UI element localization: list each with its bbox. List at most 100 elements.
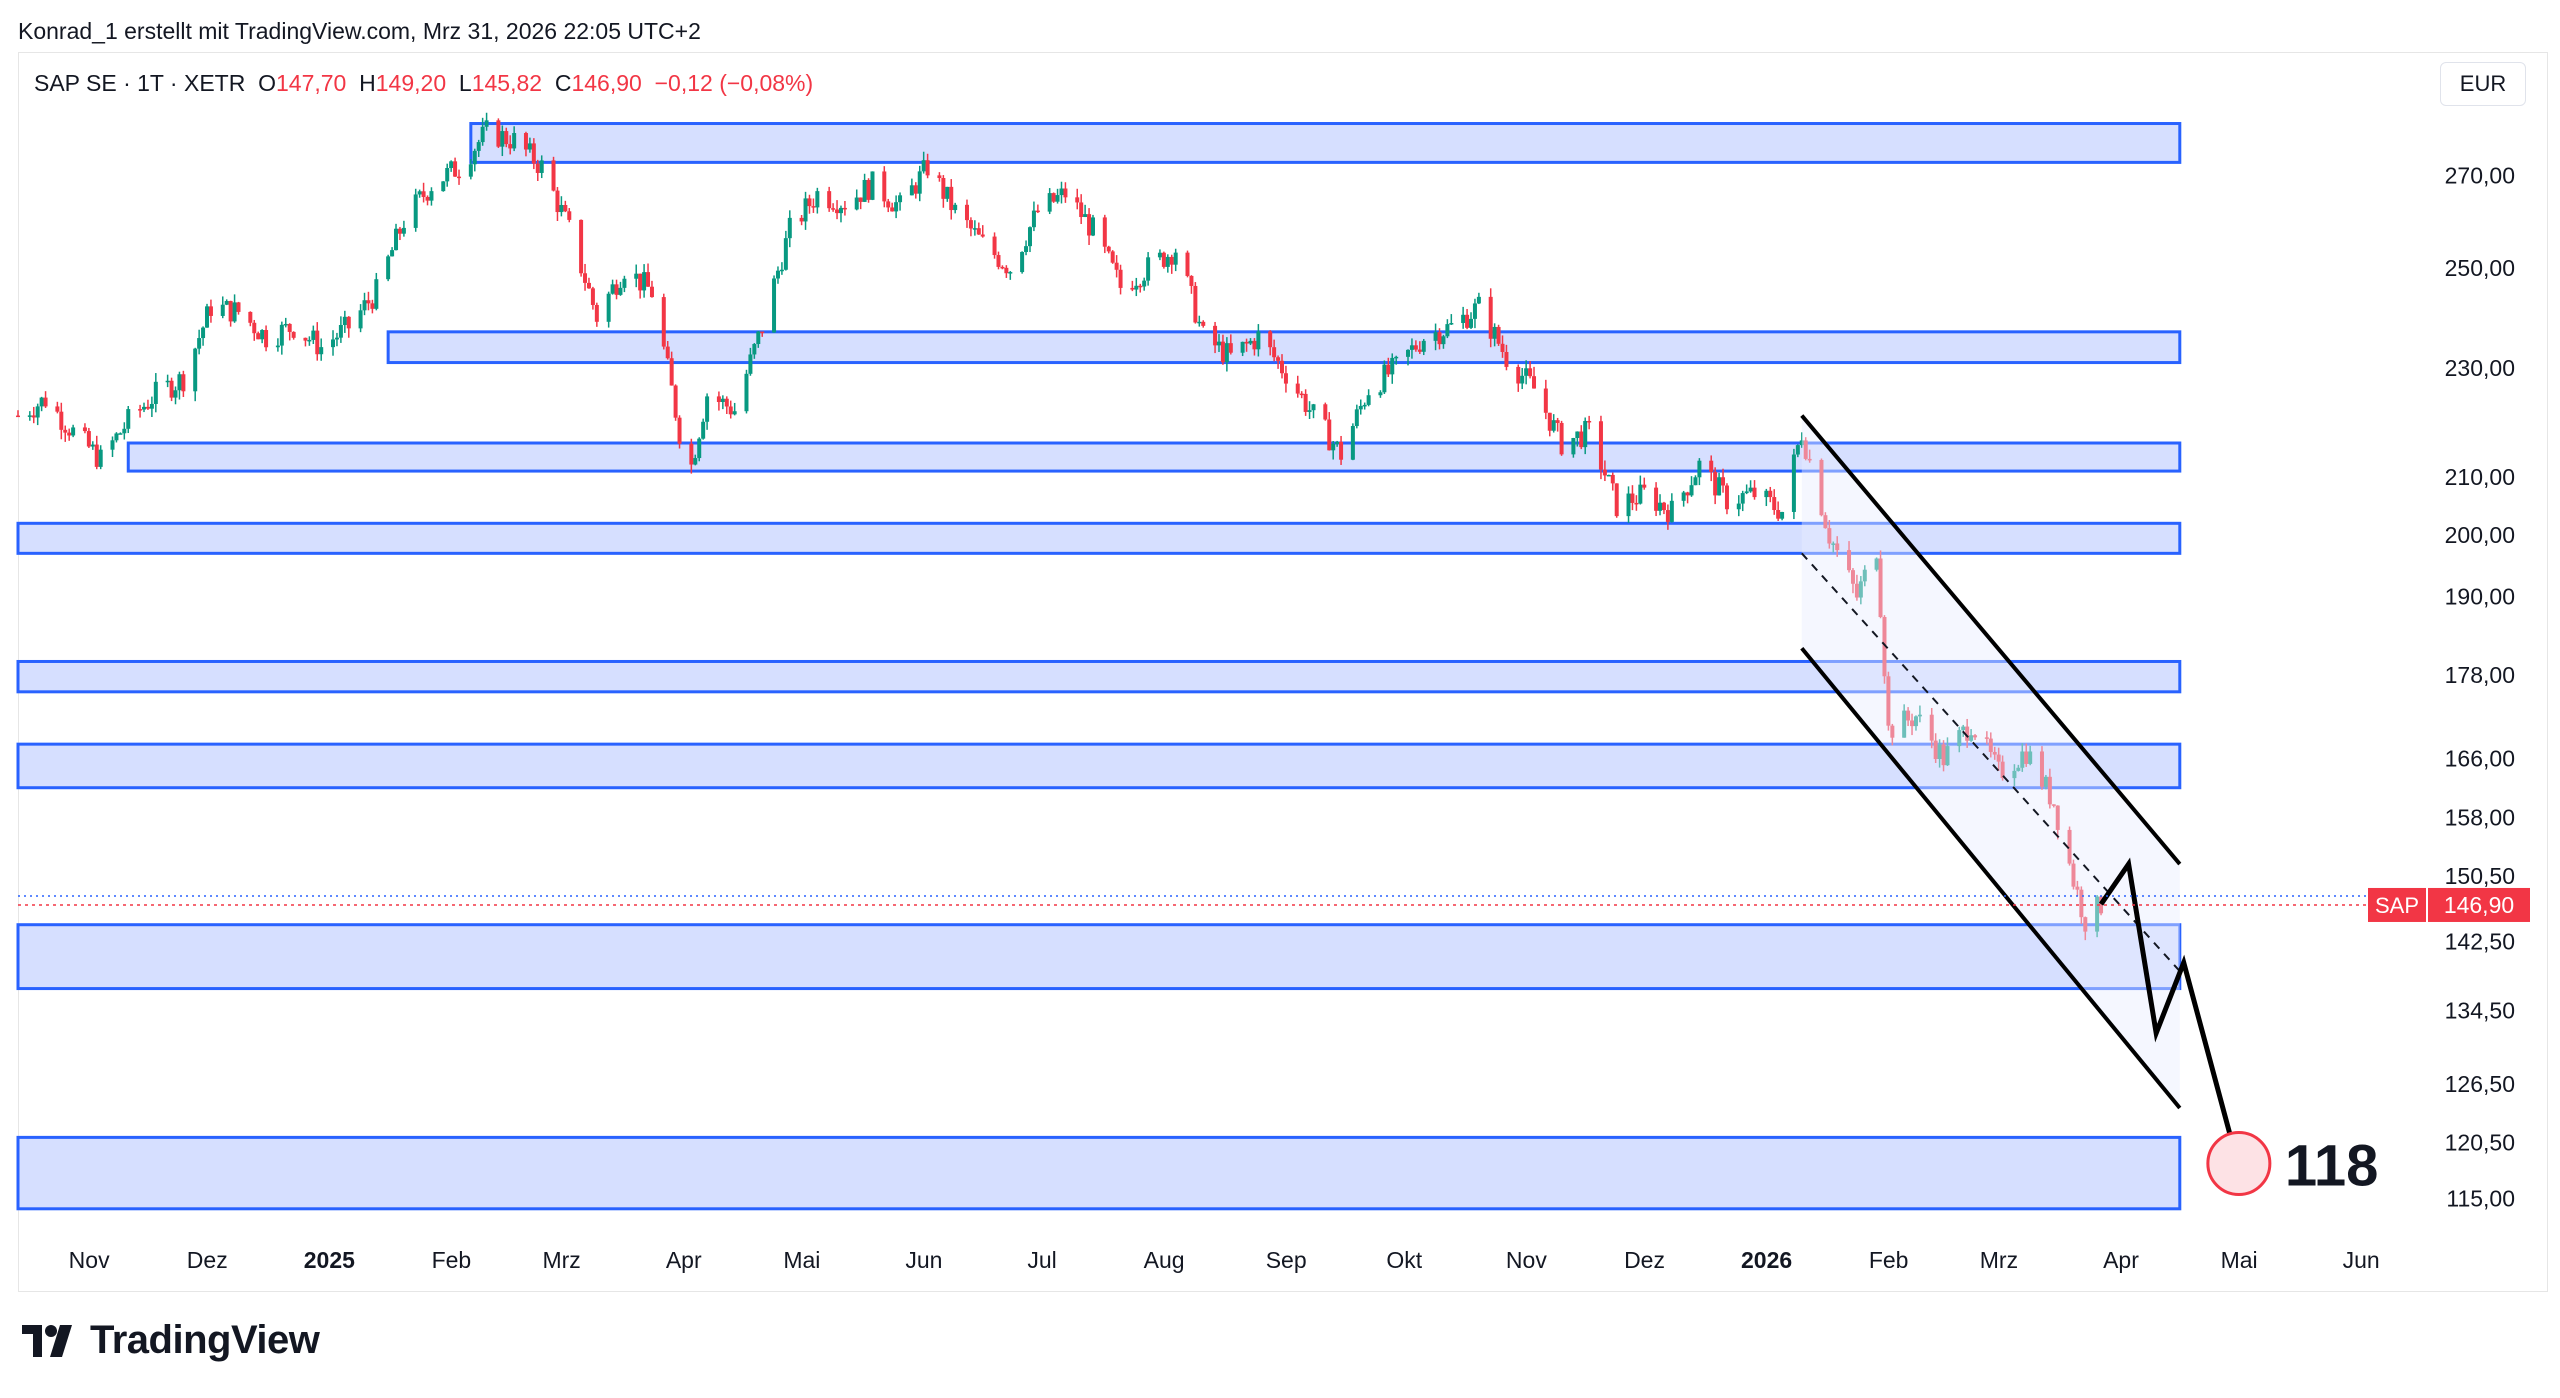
candle-body-115 <box>649 286 654 298</box>
candle-body-134 <box>756 331 761 345</box>
zone-2[interactable] <box>126 441 2182 473</box>
candle-body-82 <box>472 150 477 165</box>
candle-body-20 <box>126 409 131 429</box>
candle-body-155 <box>870 171 875 200</box>
candle-body-298 <box>1661 502 1666 511</box>
candle-body-209 <box>1169 256 1174 265</box>
candle-body-92 <box>527 143 532 150</box>
candle-body-343 <box>1910 720 1915 727</box>
candle-body-291 <box>1626 493 1631 517</box>
candle-body-373 <box>2075 886 2080 890</box>
price-tag-value: 146,90 <box>2444 892 2514 918</box>
zone-4[interactable] <box>16 659 2182 694</box>
candle-body-177 <box>996 255 1001 267</box>
candle-body-53 <box>311 330 316 340</box>
candle-body-256 <box>1433 332 1438 341</box>
tradingview-logo-icon <box>22 1324 72 1357</box>
x-tick-label-5: Apr <box>666 1247 702 1273</box>
candle-body-58 <box>338 325 343 338</box>
candle-body-88 <box>504 131 509 145</box>
candle-body-335 <box>1862 569 1867 582</box>
candle-body-183 <box>1027 227 1032 247</box>
candle-body-110 <box>622 278 627 288</box>
candle-body-228 <box>1276 357 1281 361</box>
candle-body-377 <box>2099 896 2104 914</box>
zone-3[interactable] <box>16 521 2182 555</box>
candle-body-234 <box>1307 410 1312 412</box>
candle-body-31 <box>193 348 198 392</box>
candle-body-375 <box>2083 917 2088 932</box>
zone-7[interactable] <box>16 1135 2182 1211</box>
candle-body-46 <box>275 345 280 348</box>
currency-button[interactable]: EUR <box>2440 62 2526 106</box>
candle-body-178 <box>1000 266 1005 269</box>
candle-body-370 <box>2055 805 2060 830</box>
candle-body-252 <box>1409 345 1414 350</box>
candle-body-55 <box>319 347 324 355</box>
candle-body-302 <box>1685 492 1690 496</box>
candle-body-130 <box>732 411 737 415</box>
zone-1[interactable] <box>386 330 2182 365</box>
candle-body-206 <box>1157 252 1162 258</box>
y-tick-label-9: 150,50 <box>2445 863 2515 889</box>
candle-body-207 <box>1161 252 1166 267</box>
zone-5[interactable] <box>16 742 2182 790</box>
legend-low-label: L <box>458 70 472 96</box>
candle-body-153 <box>862 179 867 202</box>
candle-body-265 <box>1476 296 1481 304</box>
x-tick-label-1: Dez <box>187 1247 228 1273</box>
candle-body-105 <box>594 304 599 322</box>
zone-6[interactable] <box>16 923 2182 991</box>
candle-body-89 <box>508 144 513 149</box>
candle-body-163 <box>917 171 922 194</box>
tradingview-logo[interactable]: TradingView <box>22 1318 320 1363</box>
candle-body-71 <box>413 194 418 228</box>
candle-body-283 <box>1579 431 1584 448</box>
candle-body-236 <box>1323 404 1328 420</box>
candle-body-109 <box>618 287 623 295</box>
candle-body-334 <box>1858 581 1863 598</box>
candle-body-301 <box>1681 492 1686 501</box>
candle-body-327 <box>1823 515 1828 529</box>
candle-body-45 <box>264 330 269 348</box>
candle-body-268 <box>1496 326 1501 344</box>
projection-path[interactable] <box>2098 857 2242 1169</box>
channel-lower-line[interactable] <box>1800 646 2182 1110</box>
x-tick-label-8: Jul <box>1027 1247 1056 1273</box>
candle-body-91 <box>523 133 528 150</box>
candle-body-116 <box>661 297 666 347</box>
candle-body-342 <box>1906 710 1911 721</box>
candle-body-339 <box>1886 676 1891 726</box>
candle-body-124 <box>701 421 706 439</box>
candle-body-364 <box>2024 751 2029 764</box>
channel-upper-line[interactable] <box>1800 414 2182 866</box>
candle-body-139 <box>783 238 788 270</box>
candle-body-311 <box>1736 503 1741 510</box>
candle-body-305 <box>1697 460 1702 478</box>
candle-body-170 <box>953 204 958 211</box>
candle-body-161 <box>909 185 914 196</box>
candle-body-112 <box>638 273 643 291</box>
candle-body-149 <box>838 207 843 214</box>
legend-high: 149,20 <box>375 70 447 96</box>
candle-body-250 <box>1394 356 1399 359</box>
candle-body-123 <box>697 438 702 459</box>
candle-body-9 <box>67 432 72 436</box>
candle-body-347 <box>1933 740 1938 760</box>
candle-body-322 <box>1795 445 1800 455</box>
candle-body-76 <box>441 181 446 192</box>
candle-body-36 <box>220 304 225 316</box>
candle-body-367 <box>2043 776 2048 787</box>
zone-0[interactable] <box>469 122 2182 164</box>
candle-body-11 <box>82 427 87 432</box>
candle-body-98 <box>559 204 564 213</box>
x-tick-label-3: Feb <box>432 1247 472 1273</box>
x-tick-label-15: Feb <box>1869 1247 1909 1273</box>
candle-body-226 <box>1268 331 1273 348</box>
candle-body-84 <box>480 126 485 143</box>
candle-body-174 <box>976 228 981 235</box>
candle-body-263 <box>1469 318 1474 328</box>
chart-attribution: Konrad_1 erstellt mit TradingView.com, M… <box>18 18 701 44</box>
candle-body-108 <box>614 284 619 295</box>
